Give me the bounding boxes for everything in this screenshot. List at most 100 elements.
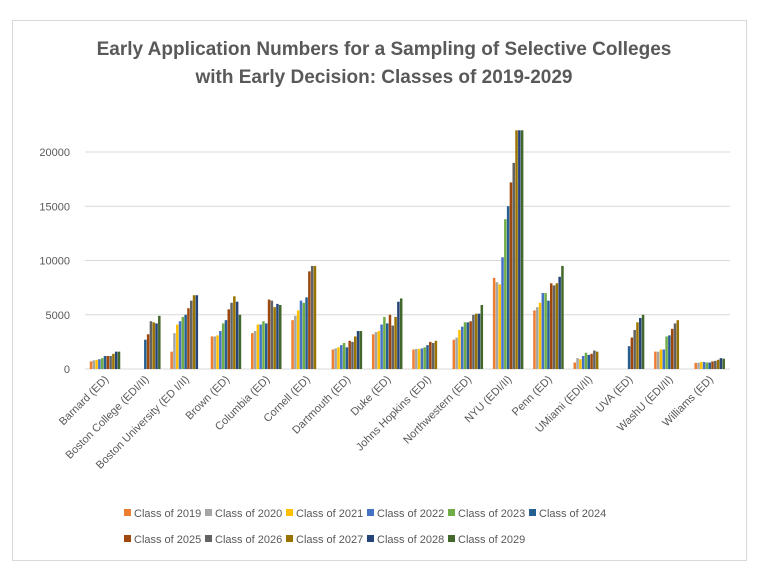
bar: [694, 362, 697, 369]
bar: [181, 316, 185, 369]
bar: [463, 322, 467, 369]
bar: [103, 355, 107, 369]
bar: [668, 335, 671, 369]
bar: [466, 322, 470, 369]
legend-swatch: [448, 509, 455, 516]
bar: [673, 323, 677, 369]
bar: [100, 358, 104, 369]
bar: [388, 314, 392, 369]
bar: [155, 323, 158, 369]
bar: [354, 336, 357, 369]
legend-swatch: [448, 535, 455, 542]
bar: [469, 321, 472, 369]
legend-label: Class of 2028: [377, 534, 444, 546]
bar: [337, 347, 340, 369]
bar: [178, 321, 182, 369]
bar: [547, 300, 550, 369]
bar: [383, 316, 386, 369]
bar: [144, 339, 147, 369]
bar: [670, 328, 674, 369]
bar: [98, 359, 101, 369]
bar: [230, 302, 233, 369]
bar: [394, 316, 397, 369]
bar: [158, 315, 161, 369]
bar: [397, 301, 400, 369]
bar: [302, 302, 306, 369]
bar: [702, 361, 706, 369]
bar: [544, 293, 547, 369]
bar: [700, 361, 703, 369]
bar: [213, 336, 216, 369]
legend-swatch: [286, 509, 293, 516]
bar: [377, 331, 381, 369]
bar: [412, 349, 415, 369]
legend-label: Class of 2024: [539, 508, 606, 520]
bar: [299, 300, 303, 369]
bar: [495, 282, 499, 369]
bar: [210, 336, 214, 369]
bar: [345, 347, 349, 369]
bar: [584, 352, 588, 369]
bar: [515, 130, 518, 369]
legend-swatch: [529, 509, 536, 516]
bar: [431, 342, 435, 369]
bar: [579, 359, 582, 369]
bar: [460, 326, 464, 369]
bar: [331, 349, 335, 369]
bar: [552, 285, 556, 369]
x-tick-label: Northwestern (ED): [401, 374, 474, 447]
legend-label: Class of 2021: [296, 508, 363, 520]
bar: [719, 358, 723, 369]
bar: [189, 300, 193, 369]
chart-title: Early Application Numbers for a Sampling…: [0, 36, 768, 92]
bar: [636, 322, 639, 369]
bar: [501, 257, 504, 369]
bar: [235, 301, 239, 369]
bar: [722, 358, 725, 369]
bar: [399, 298, 403, 369]
bar: [308, 271, 311, 369]
legend-label: Class of 2026: [215, 534, 282, 546]
bar: [656, 351, 660, 369]
y-tick-label: 10000: [39, 256, 70, 268]
bar: [641, 314, 645, 369]
bar: [112, 353, 115, 369]
bar: [423, 347, 426, 369]
bar: [259, 324, 262, 369]
bar: [371, 334, 375, 369]
bar: [114, 351, 118, 369]
bar: [276, 303, 279, 369]
bar: [224, 320, 228, 369]
bar: [305, 297, 308, 369]
bar: [187, 308, 190, 369]
bar: [89, 361, 93, 369]
bar: [391, 325, 395, 369]
bar: [385, 323, 389, 369]
legend-swatch: [205, 535, 212, 542]
chart-title-line-2: with Early Decision: Classes of 2019-202…: [195, 67, 573, 88]
bar: [348, 340, 351, 369]
bar: [106, 355, 110, 369]
y-tick-label: 0: [64, 364, 70, 376]
bar: [711, 361, 714, 369]
bar: [714, 360, 717, 369]
bar: [512, 162, 515, 369]
bar: [420, 348, 424, 369]
bar: [630, 337, 634, 369]
bar: [633, 329, 636, 369]
legend-swatch: [367, 535, 374, 542]
legend-label: Class of 2020: [215, 508, 282, 520]
x-tick-label: Johns Hopkins (EDI): [354, 374, 434, 454]
bar: [356, 331, 360, 369]
bar: [708, 362, 711, 369]
bar: [492, 277, 496, 369]
bar: [146, 334, 150, 369]
legend-swatch: [367, 509, 374, 516]
bar: [561, 265, 564, 369]
bar: [251, 333, 254, 369]
bar: [458, 329, 461, 369]
bar: [170, 351, 173, 369]
bar: [192, 295, 196, 369]
bar: [351, 341, 354, 369]
bar: [238, 314, 242, 369]
